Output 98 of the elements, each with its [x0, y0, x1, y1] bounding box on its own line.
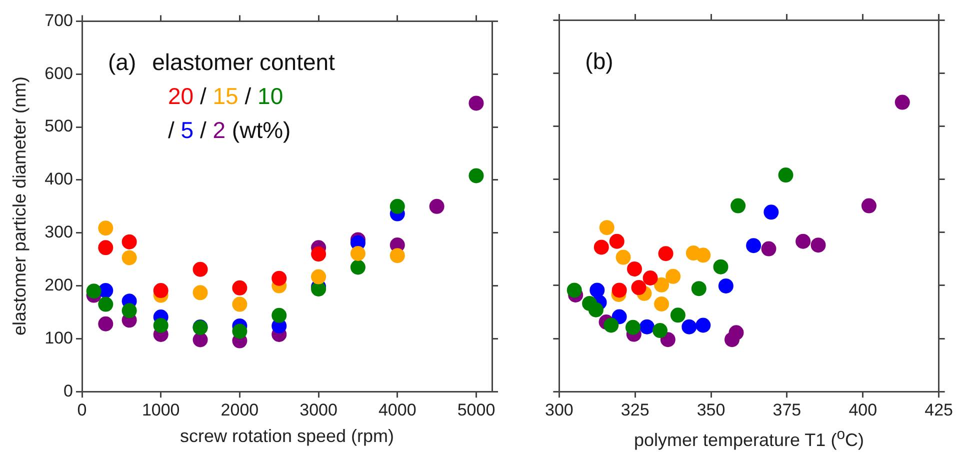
point: [616, 250, 631, 265]
point: [311, 269, 326, 284]
y-tick-label: 300: [44, 222, 73, 242]
point: [232, 280, 248, 296]
y-axis-title: elastomer particle diameter (nm): [10, 76, 30, 336]
point: [98, 296, 114, 312]
text: 20: [168, 83, 194, 110]
x-tick-label: 1000: [142, 400, 180, 420]
point: [730, 198, 746, 214]
point: [861, 198, 876, 214]
point: [192, 262, 208, 277]
point: [390, 198, 405, 214]
point: [86, 284, 102, 299]
y-tick-label: 700: [44, 10, 73, 30]
x-tick-label: 400: [848, 400, 878, 420]
y-tick-label: 100: [44, 328, 73, 348]
point: [98, 316, 114, 332]
point: [696, 248, 711, 263]
point: [654, 296, 670, 312]
point: [122, 234, 137, 250]
y-tick-label: 200: [44, 275, 73, 294]
text: 15: [212, 83, 238, 110]
point: [350, 260, 366, 275]
point: [728, 325, 744, 340]
point: [713, 259, 728, 274]
point: [272, 308, 287, 323]
text: 10: [258, 83, 284, 110]
point: [153, 318, 168, 333]
point: [625, 320, 640, 335]
point: [468, 168, 484, 184]
text: /: [168, 117, 174, 144]
x-tick-label: 375: [772, 400, 802, 420]
point: [98, 220, 114, 236]
point: [696, 318, 711, 333]
annotation: /: [200, 83, 206, 110]
point: [599, 220, 614, 236]
x-tick-label: 3000: [300, 400, 338, 420]
point: [654, 277, 670, 292]
point: [761, 241, 776, 256]
y-tick-label: 400: [44, 170, 73, 189]
point: [311, 246, 326, 262]
annotation: (b): [585, 48, 614, 74]
x-tick-label: 5000: [457, 400, 496, 420]
text: /: [200, 117, 206, 144]
point: [232, 296, 248, 312]
point: [468, 96, 484, 111]
point: [429, 198, 444, 214]
point: [691, 281, 706, 296]
point: [682, 319, 697, 334]
point: [652, 323, 668, 338]
x-tick-label: 425: [924, 400, 954, 420]
point: [796, 234, 811, 249]
y-tick-label: 0: [64, 381, 73, 400]
point: [604, 318, 619, 333]
point: [658, 246, 674, 262]
point: [631, 280, 646, 296]
point: [778, 168, 794, 183]
point: [594, 240, 609, 255]
point: [350, 246, 366, 261]
x-axis-title: screw rotation speed (rpm): [178, 426, 396, 447]
point: [566, 282, 582, 298]
y-tick-label: 500: [44, 116, 73, 136]
point: [627, 261, 642, 276]
point: [122, 303, 137, 318]
annotation: (wt%): [230, 117, 291, 144]
x-tick-label: 4000: [378, 400, 416, 420]
x-tick-label: 350: [696, 400, 726, 420]
point: [390, 248, 405, 264]
point: [670, 308, 686, 323]
point: [153, 283, 168, 298]
text: 5: [180, 117, 194, 144]
point: [609, 234, 624, 249]
point: [639, 319, 654, 334]
point: [122, 250, 137, 266]
point: [642, 270, 658, 286]
point: [232, 324, 248, 339]
x-axis-title: polymer temperature T1 ($^{o}$C): [632, 426, 866, 451]
point: [98, 240, 114, 256]
text: /: [244, 83, 252, 110]
point: [666, 268, 681, 284]
text: 2: [212, 117, 226, 144]
point: [746, 238, 762, 254]
point: [272, 270, 287, 286]
x-tick-label: 300: [544, 400, 574, 420]
point: [810, 238, 826, 253]
annotation: (a): [108, 49, 136, 76]
point: [718, 278, 734, 294]
point: [894, 94, 910, 110]
point: [192, 285, 208, 300]
point: [764, 204, 779, 220]
point: [588, 302, 604, 318]
x-tick-label: 0: [77, 400, 87, 420]
point: [612, 282, 627, 298]
legend-title: elastomer content: [152, 49, 335, 76]
point: [590, 282, 605, 298]
y-tick-label: 600: [44, 64, 73, 83]
x-tick-label: 325: [620, 400, 650, 420]
x-tick-label: 2000: [220, 400, 259, 420]
